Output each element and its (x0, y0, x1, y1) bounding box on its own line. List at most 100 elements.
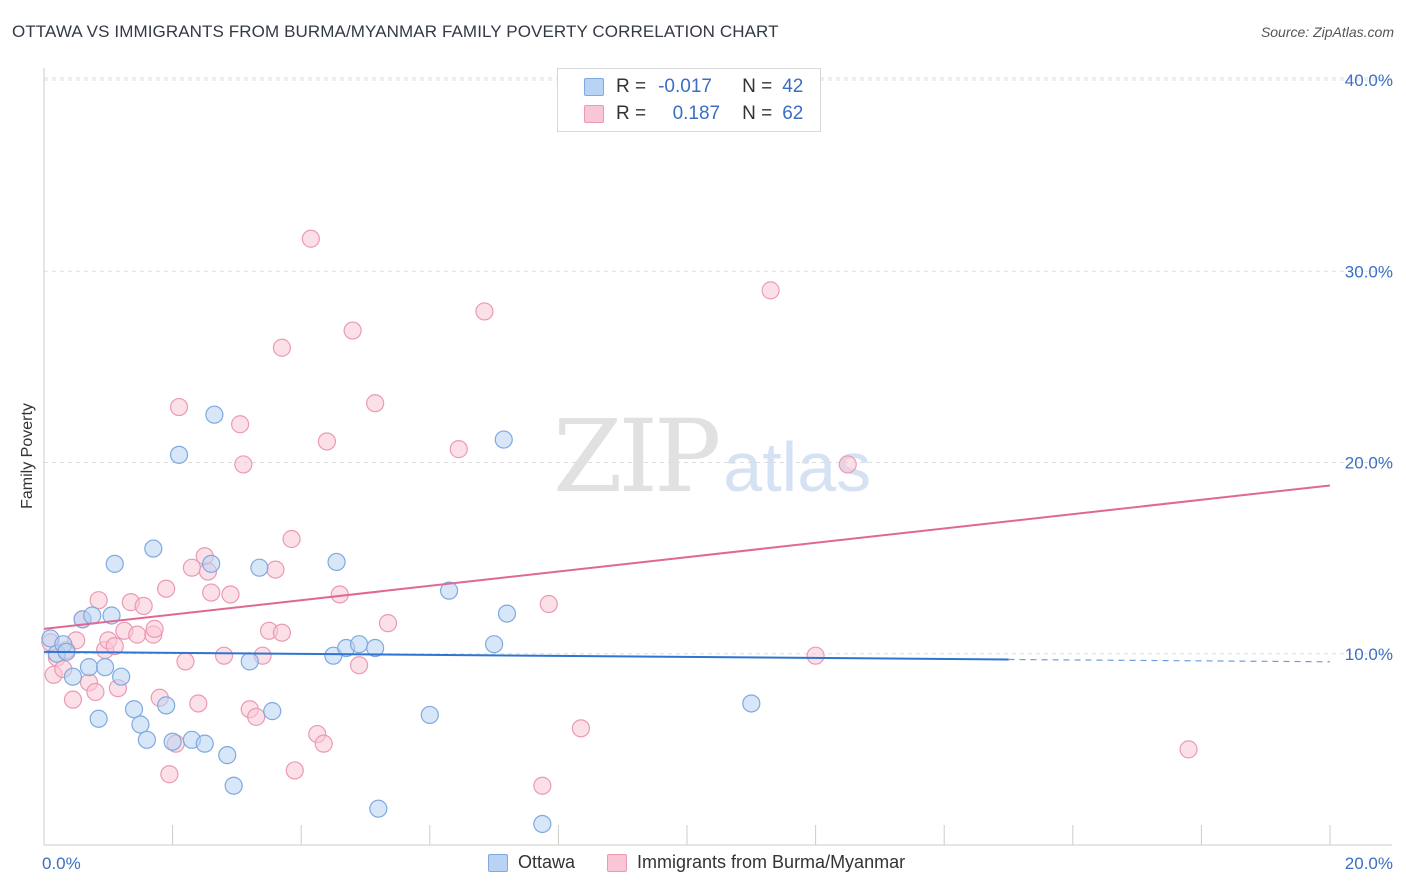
tick-labels: 10.0% 20.0% 30.0% 40.0% 0.0% 20.0% (42, 71, 1393, 873)
data-point-burma (134, 596, 153, 616)
data-point-ottawa (250, 558, 269, 577)
data-point-burma (214, 646, 234, 665)
data-point-burma (189, 694, 208, 713)
data-point-burma (272, 623, 292, 642)
data-point-burma (285, 761, 304, 780)
legend-item-ottawa[interactable]: Ottawa (488, 852, 575, 873)
y-tick-label: 40.0% (1345, 71, 1393, 90)
data-point-ottawa (112, 667, 131, 686)
grid (44, 77, 1392, 655)
data-point-ottawa (102, 606, 121, 625)
source-label: Source: ZipAtlas.com (1260, 24, 1394, 40)
legend-n-value: 62 (782, 103, 804, 124)
data-point-ottawa (420, 705, 439, 725)
trend-line-burma (43, 484, 1331, 630)
data-point-ottawa (157, 696, 176, 715)
data-point-ottawa (240, 652, 259, 671)
data-point-burma (266, 560, 285, 579)
data-point-burma (449, 440, 468, 459)
legend-n-label: N = (742, 103, 773, 124)
data-point-ottawa (144, 539, 163, 558)
data-point-ottawa (105, 554, 124, 573)
data-point-burma (63, 690, 83, 709)
legend-swatch-ottawa (488, 853, 508, 872)
data-point-burma (343, 321, 362, 340)
data-point-burma (761, 281, 780, 300)
legend-row-ottawa: R = -0.017 N = 42 (584, 75, 803, 99)
data-point-ottawa (205, 405, 224, 424)
legend-r-value: 0.187 (672, 103, 721, 124)
legend-label-burma: Immigrants from Burma/Myanmar (637, 852, 906, 872)
trend-lines (43, 484, 1331, 663)
data-point-burma (533, 776, 552, 795)
data-point-ottawa (63, 667, 83, 686)
data-point-ottawa (131, 715, 150, 734)
data-point-burma (366, 394, 385, 413)
data-point-ottawa (366, 638, 385, 658)
y-tick-label: 30.0% (1345, 262, 1393, 281)
data-point-burma (475, 302, 494, 321)
data-point-burma (89, 591, 108, 610)
data-point-ottawa (83, 606, 102, 625)
data-point-ottawa (218, 746, 237, 765)
legend-row-burma: R = 0.187 N = 62 (584, 102, 803, 126)
data-point-ottawa (79, 658, 99, 677)
data-point-ottawa (485, 635, 504, 654)
data-point-ottawa (369, 799, 388, 818)
legend-r-label: R = (616, 103, 647, 124)
data-point-ottawa (497, 604, 517, 623)
watermark-zip: ZIP (553, 398, 721, 515)
chart-title: OTTAWA VS IMMIGRANTS FROM BURMA/MYANMAR … (12, 22, 779, 41)
data-point-burma (128, 625, 147, 644)
data-point-burma (145, 619, 164, 638)
data-point-burma (349, 656, 369, 675)
data-point-ottawa (195, 734, 214, 753)
data-point-burma (838, 455, 857, 474)
data-point-ottawa (124, 700, 144, 719)
y-tick-label: 10.0% (1345, 645, 1393, 664)
data-point-burma (105, 636, 124, 656)
data-point-ottawa (263, 702, 282, 721)
legend-r-label: R = (616, 76, 647, 97)
data-point-ottawa (137, 730, 156, 749)
legend-swatch-burma (607, 853, 628, 872)
x-tick-label: 0.0% (42, 854, 81, 873)
data-point-ottawa (202, 554, 221, 573)
data-point-burma (272, 338, 292, 357)
legend-item-burma[interactable]: Immigrants from Burma/Myanmar (607, 852, 905, 873)
legend-n-label: N = (742, 76, 773, 97)
data-point-ottawa (95, 658, 115, 677)
legend-swatch-burma (584, 105, 604, 123)
data-point-burma (317, 432, 337, 451)
data-point-ottawa (163, 732, 182, 751)
data-point-ottawa (533, 814, 552, 834)
data-point-burma (282, 529, 301, 549)
data-point-burma (169, 397, 189, 417)
x-tick-label: 20.0% (1345, 854, 1393, 873)
legend-swatch-ottawa (584, 78, 604, 96)
axes (43, 68, 1392, 846)
data-point-ottawa (224, 776, 243, 795)
data-point-ottawa (327, 552, 346, 572)
series-ottawa-points (41, 405, 761, 834)
data-point-burma (378, 614, 398, 633)
data-point-ottawa (349, 635, 369, 654)
data-point-burma (1179, 740, 1198, 759)
data-point-burma (301, 229, 320, 248)
data-point-burma (176, 652, 195, 671)
data-point-burma (571, 719, 591, 738)
data-point-burma (221, 585, 240, 604)
data-point-ottawa (494, 430, 513, 449)
trend-line-ottawa (43, 650, 1009, 661)
correlation-legend: R = -0.017 N = 42 R = 0.187 N = 62 (557, 68, 821, 132)
data-point-burma (234, 455, 253, 474)
legend-n-value: 42 (782, 76, 804, 97)
data-point-burma (86, 682, 105, 702)
series-legend: Ottawa Immigrants from Burma/Myanmar (488, 852, 937, 873)
legend-r-value: -0.017 (658, 76, 712, 97)
data-point-ottawa (742, 694, 761, 713)
data-point-burma (202, 583, 221, 602)
data-point-burma (314, 734, 333, 753)
data-point-ottawa (439, 581, 459, 600)
